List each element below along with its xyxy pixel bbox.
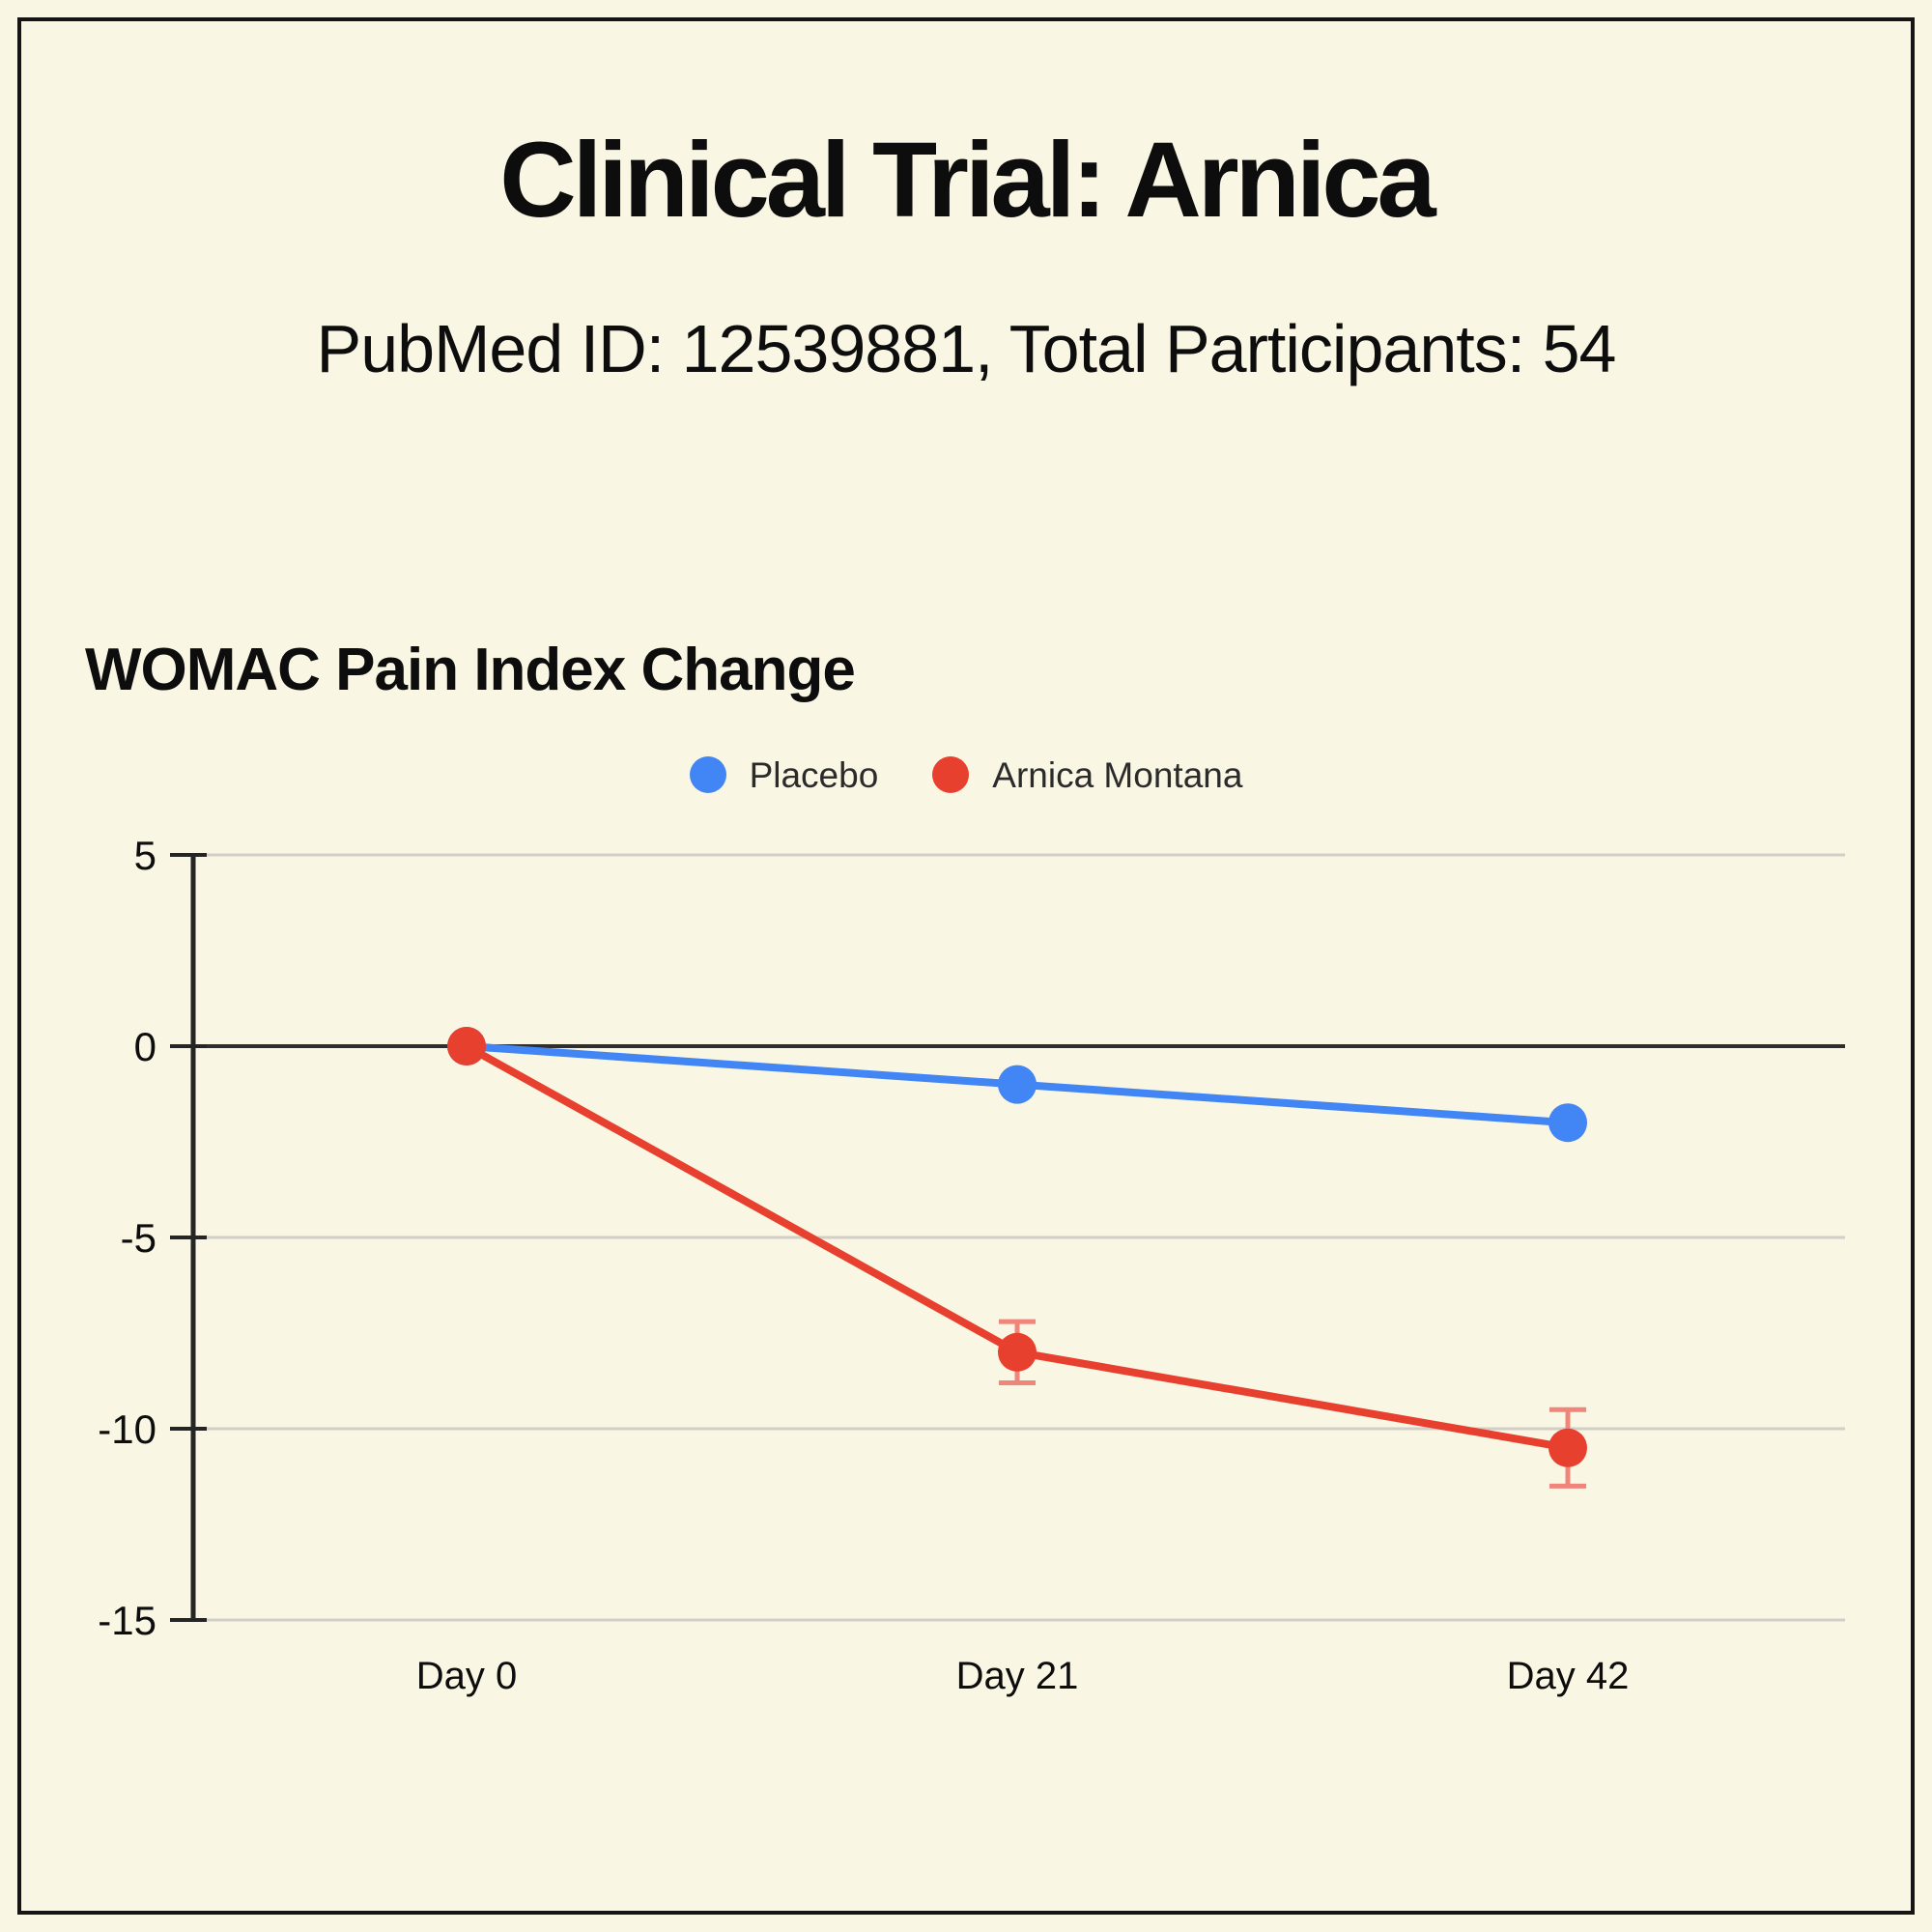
data-point-placebo [998,1065,1037,1104]
legend-marker-placebo [689,756,726,793]
legend-item-arnica-montana: Arnica Montana [932,756,1242,793]
legend-label: Placebo [749,754,879,795]
data-point-arnica-montana [998,1332,1037,1372]
legend-marker-arnica-montana [932,756,970,793]
y-tick-label: -5 [121,1215,156,1261]
y-tick-label: -15 [98,1598,156,1643]
legend-item-placebo: Placebo [689,754,879,795]
series-line-arnica-montana [463,1042,1572,1452]
y-tick-label: -10 [98,1406,156,1452]
page-title: Clinical Trial: Arnica [499,121,1436,240]
data-point-arnica-montana [447,1027,486,1065]
chart-title: WOMAC Pain Index Change [85,637,856,703]
legend-label: Arnica Montana [992,754,1243,795]
page-subtitle: PubMed ID: 12539881, Total Participants:… [316,311,1617,386]
data-point-arnica-montana [1548,1428,1587,1467]
y-tick-label: 5 [134,833,156,878]
x-tick-label: Day 21 [956,1655,1079,1697]
x-tick-label: Day 42 [1507,1655,1630,1697]
x-tick-label: Day 0 [416,1655,518,1697]
chart-legend: Placebo Arnica Montana [0,756,1932,793]
y-tick-label: 0 [134,1024,156,1069]
data-point-placebo [1548,1103,1587,1143]
